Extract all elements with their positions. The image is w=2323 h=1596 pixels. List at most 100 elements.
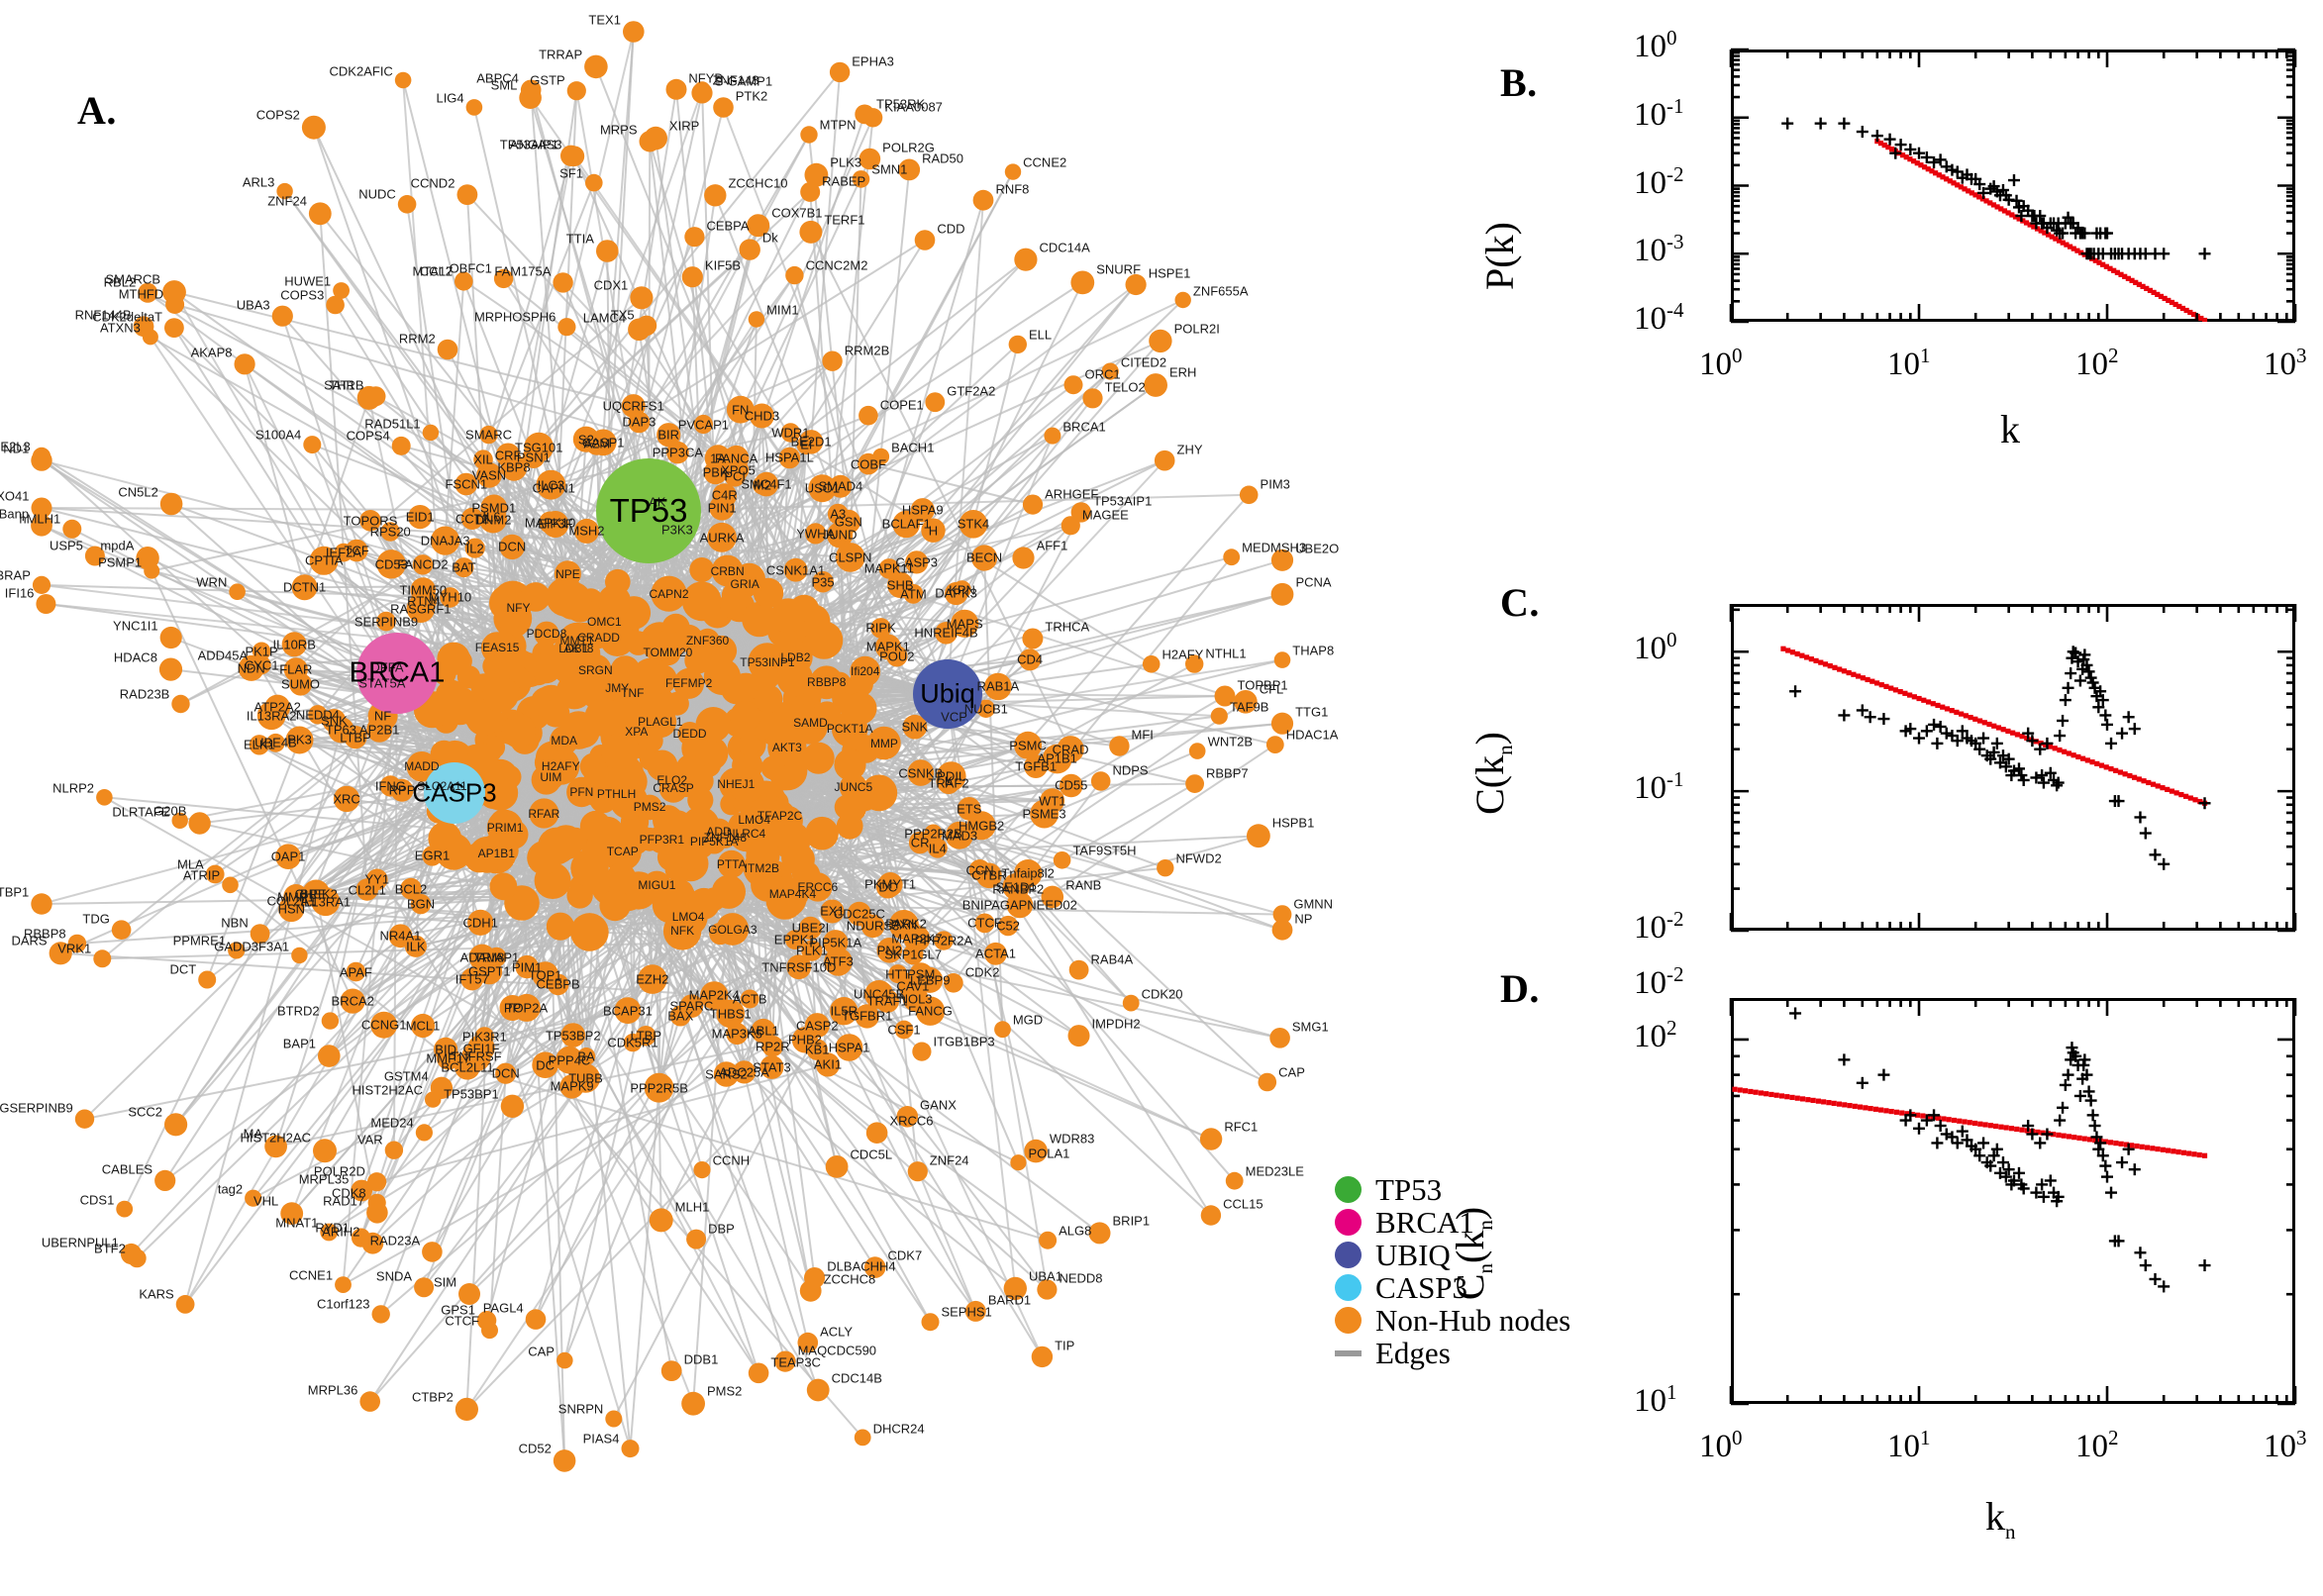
network-node — [111, 920, 132, 940]
network-node — [454, 1397, 478, 1421]
network-node — [414, 1277, 435, 1298]
tick-label: 10-3 — [1634, 230, 1684, 269]
data-point — [2022, 727, 2035, 740]
network-node — [936, 761, 966, 791]
network-node — [759, 1054, 784, 1079]
network-node — [1070, 270, 1095, 295]
network-node — [1239, 485, 1259, 505]
legend-item-brca1: BRCA1 — [1335, 1204, 1570, 1240]
network-node — [554, 581, 592, 620]
network-node — [1199, 1128, 1223, 1150]
data-point — [1984, 1159, 1997, 1172]
network-node — [927, 838, 948, 858]
data-point — [1951, 165, 1964, 178]
network-node — [397, 195, 417, 214]
network-node — [835, 543, 865, 572]
network-node — [1265, 736, 1284, 753]
network-node — [320, 1223, 339, 1242]
data-point — [2101, 718, 2113, 731]
network-node — [463, 842, 495, 873]
data-point — [2101, 227, 2113, 240]
panel-b-plot: B. P(k) 100 10-1 10-2 10-3 10-4 100 101 102 103… — [1477, 20, 2323, 594]
network-node — [144, 562, 160, 579]
data-point — [2030, 1186, 2043, 1199]
network-node — [574, 518, 599, 544]
network-node — [1174, 291, 1191, 309]
data-point — [2037, 776, 2050, 789]
data-point — [2022, 1120, 2035, 1133]
data-point — [2158, 857, 2171, 870]
legend-dot-casp3 — [1335, 1274, 1362, 1301]
network-node — [858, 148, 881, 170]
data-point — [1889, 147, 1902, 159]
network-node — [858, 405, 878, 426]
network-node — [384, 1141, 404, 1159]
data-point — [2073, 1089, 2086, 1102]
legend-dot-brca1 — [1335, 1209, 1362, 1236]
panel-d-plot: D. Cn(kn) 102 101 10-2 100 101 102 103 kn — [1448, 950, 2323, 1594]
network-node — [1070, 502, 1092, 523]
data-point — [1928, 718, 1941, 731]
data-point — [2030, 771, 2043, 784]
network-node — [836, 509, 860, 535]
network-node — [713, 1061, 740, 1087]
data-point — [2034, 743, 2047, 755]
network-node — [1149, 329, 1172, 353]
data-point — [2158, 248, 2171, 260]
data-point — [2086, 1109, 2099, 1122]
data-point — [2007, 1174, 2020, 1187]
data-point — [2139, 827, 2152, 840]
network-node — [560, 1023, 586, 1047]
network-node — [768, 824, 792, 848]
network-node — [322, 709, 347, 733]
data-point — [2105, 1186, 2118, 1199]
network-node — [695, 707, 732, 743]
data-point — [1970, 1143, 1982, 1155]
data-point — [2149, 848, 2162, 861]
network-node — [534, 748, 564, 778]
network-node — [171, 812, 188, 829]
network-node — [406, 751, 438, 782]
data-point — [2122, 1143, 2135, 1155]
network-node — [702, 887, 726, 912]
network-node — [1013, 859, 1043, 888]
network-node — [636, 315, 657, 337]
network-node — [1234, 690, 1258, 714]
network-node — [497, 764, 522, 789]
network-node — [666, 441, 689, 464]
legend-item-ubiq: UBIQ — [1335, 1238, 1570, 1272]
network-node — [359, 1391, 381, 1412]
network-node — [229, 583, 246, 600]
data-point — [1956, 1125, 1969, 1138]
network-node — [465, 99, 483, 116]
network-node — [1258, 1072, 1277, 1092]
network-node — [493, 268, 514, 289]
network-node — [945, 581, 968, 606]
network-node — [532, 1051, 558, 1078]
network-node — [313, 1139, 337, 1163]
network-node — [515, 954, 539, 979]
network-node — [355, 878, 378, 901]
data-point — [2078, 648, 2091, 661]
network-node — [647, 749, 678, 781]
network-node — [437, 339, 458, 360]
network-node — [808, 474, 837, 503]
data-point — [2078, 227, 2091, 240]
network-node — [748, 1362, 769, 1384]
network-node — [1041, 885, 1064, 909]
legend-item-casp3: CASP3 — [1335, 1270, 1570, 1305]
network-node — [256, 701, 286, 731]
network-node — [802, 742, 835, 774]
legend-label-brca1: BRCA1 — [1375, 1204, 1474, 1240]
network-node — [875, 634, 901, 660]
network-node — [1060, 773, 1083, 798]
network-node — [925, 392, 946, 413]
data-point — [1977, 732, 1990, 745]
network-node — [74, 1109, 95, 1129]
network-node — [280, 1202, 304, 1225]
network-node — [547, 973, 569, 996]
network-node — [679, 994, 704, 1018]
data-point — [2052, 1190, 2065, 1203]
panel-a-label: A. — [77, 88, 117, 133]
network-node — [805, 523, 827, 545]
